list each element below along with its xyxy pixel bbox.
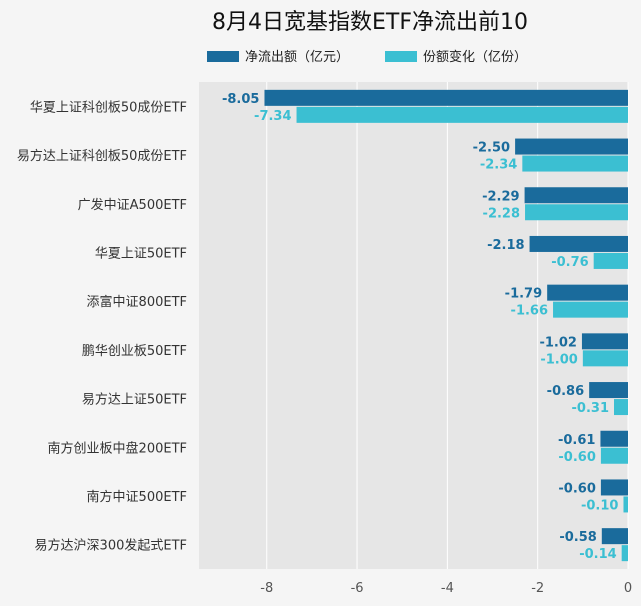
bar-share-change — [621, 545, 628, 562]
bar-net-outflow — [524, 187, 628, 204]
data-label: -0.76 — [551, 255, 588, 270]
data-label: -2.34 — [480, 158, 517, 173]
category-label: 南方创业板中盘200ETF — [48, 440, 187, 456]
bar-net-outflow — [589, 382, 628, 399]
x-tick-label: -4 — [441, 581, 454, 596]
data-label: -1.02 — [539, 335, 576, 350]
chart-title: 8月4日宽基指数ETF净流出前10 — [212, 10, 528, 35]
x-tick-label: 0 — [624, 581, 632, 596]
bar-share-change — [614, 399, 628, 416]
bar-share-change — [525, 204, 628, 221]
bar-net-outflow — [264, 89, 628, 106]
bar-share-change — [296, 106, 628, 123]
data-label: -2.50 — [473, 141, 510, 156]
data-label: -0.10 — [581, 498, 618, 513]
bar-net-outflow — [515, 138, 628, 155]
data-label: -2.28 — [483, 206, 520, 221]
data-label: -1.00 — [540, 352, 577, 367]
category-label: 添富中证800ETF — [87, 294, 187, 310]
x-tick-label: -8 — [260, 581, 273, 596]
category-label: 鹏华创业板50ETF — [82, 344, 187, 359]
data-label: -0.61 — [558, 433, 595, 448]
data-label: -1.66 — [511, 304, 548, 319]
bar-net-outflow — [529, 235, 628, 252]
bar-share-change — [522, 155, 628, 172]
category-label: 南方中证500ETF — [87, 489, 187, 505]
value-labels: -8.05 -7.34 -2.50 -2.34 -2.29 -2.28 -2.18 -0.76… — [222, 92, 618, 562]
category-label: 广发中证A500ETF — [78, 197, 187, 213]
x-tick-label: -6 — [351, 581, 364, 596]
bar-share-change — [600, 447, 628, 464]
data-label: -7.34 — [254, 109, 291, 124]
bar-net-outflow — [600, 430, 628, 447]
bar-net-outflow — [581, 333, 628, 350]
category-label: 易方达上证50ETF — [82, 392, 187, 408]
data-label: -2.18 — [487, 238, 524, 253]
bar-share-change — [593, 252, 628, 269]
category-label: 易方达上证科创板50成份ETF — [17, 148, 187, 164]
bar-net-outflow — [601, 528, 628, 545]
legend-label: 净流出额（亿元） — [245, 50, 349, 65]
data-label: -8.05 — [222, 92, 259, 107]
legend-swatch — [207, 51, 239, 62]
bars — [264, 89, 628, 562]
category-labels: 华夏上证科创板50成份ETF 易方达上证科创板50成份ETF 广发中证A500ETF… — [17, 100, 187, 553]
category-label: 易方达沪深300发起式ETF — [35, 538, 187, 554]
bar-share-change — [553, 301, 628, 318]
data-label: -2.29 — [482, 189, 519, 204]
legend-label: 份额变化（亿份） — [423, 49, 527, 65]
bar-net-outflow — [600, 479, 628, 496]
data-label: -0.58 — [559, 530, 596, 545]
legend-swatch — [385, 51, 417, 62]
category-label: 华夏上证50ETF — [95, 246, 187, 261]
legend: 净流出额（亿元） 份额变化（亿份） — [207, 49, 527, 65]
bar-net-outflow — [547, 284, 628, 301]
bar-share-change — [582, 350, 628, 367]
data-label: -0.60 — [558, 450, 595, 465]
x-axis-ticks: -8 -6 -4 -2 0 — [260, 581, 632, 596]
data-label: -0.14 — [579, 547, 616, 562]
category-label: 华夏上证科创板50成份ETF — [30, 100, 187, 115]
data-label: -0.86 — [547, 384, 584, 399]
data-label: -1.79 — [505, 287, 542, 302]
data-label: -0.60 — [558, 481, 595, 496]
x-tick-label: -2 — [531, 581, 544, 596]
data-label: -0.31 — [572, 401, 609, 416]
bar-share-change — [623, 496, 628, 513]
